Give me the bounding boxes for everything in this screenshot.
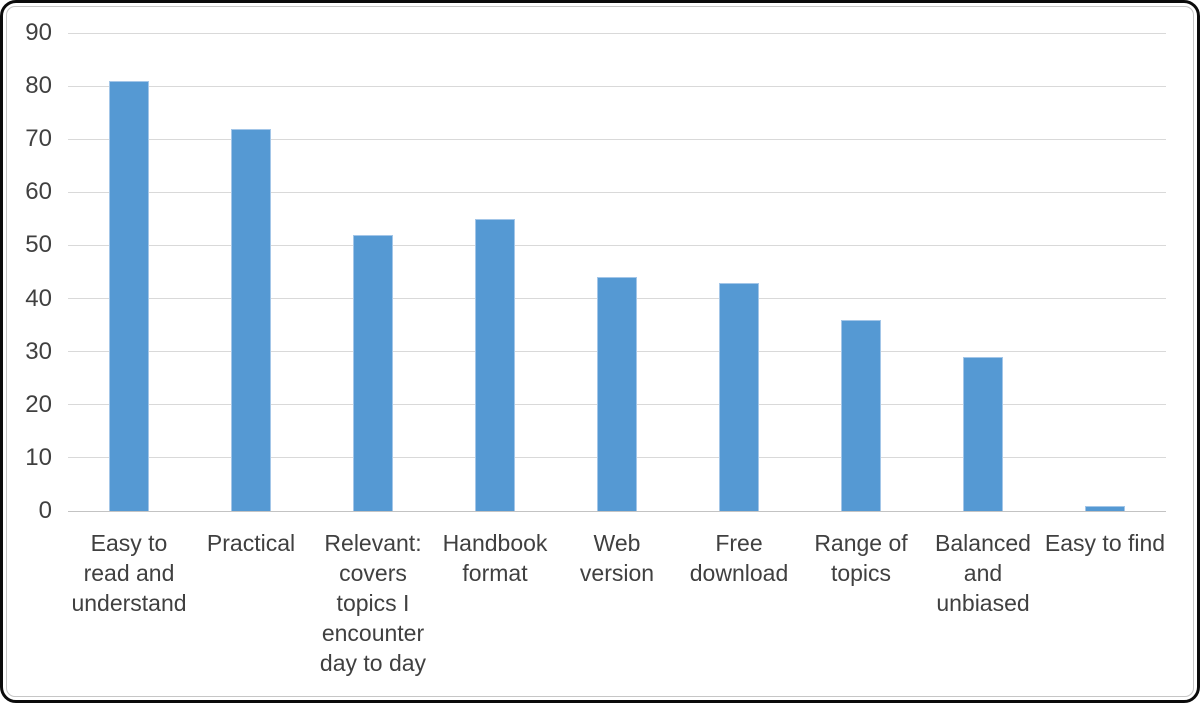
bar-balanced-and-unbiased bbox=[963, 356, 1003, 511]
x-label-line: Free bbox=[715, 530, 763, 556]
x-label-web-version: Web version bbox=[580, 528, 654, 588]
y-tick-label-70: 70 bbox=[25, 125, 52, 153]
bar-relevant-covers-topics-i-encounter-day-to-day bbox=[353, 234, 393, 511]
bar-web-version bbox=[597, 277, 637, 511]
x-label-line: Easy to bbox=[90, 530, 168, 556]
y-tick-label-90: 90 bbox=[25, 19, 52, 46]
x-label-relevant-covers-topics-i-encounter-day-to-day: Relevant: covers topics I encounter day to d… bbox=[320, 528, 426, 678]
x-label-line: version bbox=[579, 560, 655, 586]
x-label-handbook-format: Handbook format bbox=[443, 528, 548, 588]
y-tick-label-40: 40 bbox=[25, 284, 52, 312]
x-label-line: Easy to find bbox=[1044, 530, 1166, 556]
bar-range-of-topics bbox=[841, 319, 881, 511]
y-tick-label-50: 50 bbox=[25, 231, 52, 259]
x-label-line: Relevant: bbox=[324, 530, 422, 556]
x-label-line: download bbox=[689, 560, 789, 586]
x-label-easy-to-read-and-understand: Easy to read and understand bbox=[71, 528, 186, 618]
bar-handbook-format bbox=[475, 218, 515, 511]
x-label-free-download: Free download bbox=[690, 528, 788, 588]
gridline-60 bbox=[68, 191, 1166, 193]
x-label-practical: Practical bbox=[207, 528, 295, 558]
x-label-line: topics I bbox=[336, 590, 410, 616]
x-label-line: understand bbox=[71, 590, 187, 616]
x-label-range-of-topics: Range of topics bbox=[814, 528, 907, 588]
x-label-line: encounter bbox=[321, 620, 425, 646]
x-label-line: unbiased bbox=[936, 590, 1030, 616]
y-tick-label-60: 60 bbox=[25, 178, 52, 206]
x-label-line: Handbook bbox=[442, 530, 548, 556]
x-label-line: day to day bbox=[319, 650, 427, 676]
bar-easy-to-read-and-understand bbox=[109, 80, 149, 511]
bar-easy-to-find bbox=[1085, 505, 1125, 511]
x-label-line: topics bbox=[830, 560, 892, 586]
x-label-easy-to-find: Easy to find bbox=[1045, 528, 1165, 558]
x-label-line: format bbox=[462, 560, 528, 586]
x-axis-line bbox=[68, 510, 1166, 512]
x-label-line: Practical bbox=[206, 530, 296, 556]
y-tick-label-80: 80 bbox=[25, 72, 52, 100]
x-label-line: covers bbox=[339, 560, 407, 586]
gridline-70 bbox=[68, 138, 1166, 140]
y-tick-label-0: 0 bbox=[38, 497, 52, 524]
x-label-line: and bbox=[963, 560, 1003, 586]
y-tick-label-30: 30 bbox=[25, 337, 52, 365]
x-label-line: Range of bbox=[814, 530, 908, 556]
x-label-balanced-and-unbiased: Balanced and unbiased bbox=[935, 528, 1031, 618]
x-label-line: Web bbox=[593, 530, 641, 556]
bar-free-download bbox=[719, 282, 759, 511]
y-tick-label-20: 20 bbox=[25, 390, 52, 418]
bar-practical bbox=[231, 128, 271, 511]
x-label-line: Balanced bbox=[935, 530, 1031, 556]
x-label-line: read and bbox=[83, 560, 175, 586]
gridline-90 bbox=[68, 32, 1166, 34]
gridline-80 bbox=[68, 85, 1166, 87]
y-tick-label-10: 10 bbox=[25, 443, 52, 471]
gridline-50 bbox=[68, 244, 1166, 246]
